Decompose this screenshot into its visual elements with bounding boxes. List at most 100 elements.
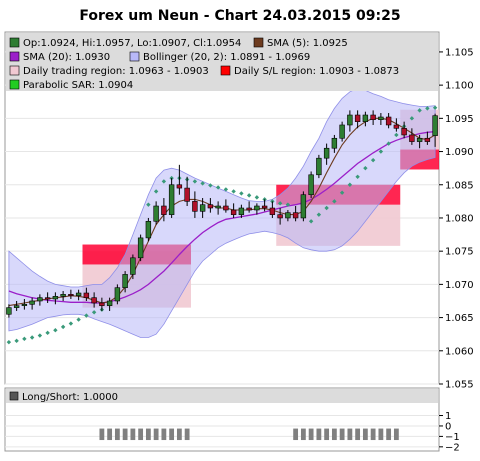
legend-label-sar: Parabolic SAR: 1.0904: [23, 80, 133, 91]
sar-point: [316, 212, 322, 217]
candle-body: [254, 205, 260, 211]
legend-item-ohlc: Op:1.0924, Hi:1.0957, Lo:1.0907, Cl:1.09…: [9, 37, 241, 49]
sar-point: [347, 182, 353, 187]
sar-point: [339, 190, 345, 195]
long-short-bar: [138, 428, 144, 441]
long-short-bar: [362, 428, 368, 441]
legend-swatch-trading-region: [9, 65, 20, 76]
candle-body: [285, 212, 291, 219]
candle-body: [29, 300, 35, 305]
sar-point: [6, 339, 12, 345]
candle-body: [223, 205, 229, 211]
sar-point: [378, 149, 384, 154]
sar-point: [68, 321, 74, 326]
candle-body: [114, 287, 121, 302]
sar-point: [363, 165, 368, 171]
long-short-bar: [169, 428, 175, 441]
candle-body: [230, 209, 237, 215]
long-short-bar: [347, 428, 353, 441]
candle-body: [354, 114, 361, 122]
candle-body: [168, 184, 175, 215]
sar-point: [355, 174, 360, 179]
candle-body: [130, 257, 136, 275]
candle-body: [60, 294, 66, 297]
candle-body: [424, 137, 431, 142]
candle-body: [52, 296, 59, 300]
main-y-tick-label: 1.080: [445, 213, 474, 224]
legend-label-bollinger: Bollinger (20, 2): 1.0891 - 1.0969: [143, 52, 310, 63]
candle-body: [21, 304, 28, 306]
legend-item-sl-region: Daily S/L region: 1.0903 - 1.0873: [220, 65, 399, 77]
candle-body: [277, 214, 283, 219]
sar-point: [53, 328, 58, 333]
legend-swatch-long-short: [9, 391, 19, 401]
main-y-tick-label: 1.100: [445, 81, 474, 92]
candle-body: [238, 207, 245, 215]
candle-body: [215, 205, 221, 209]
sma5-line: [8, 117, 436, 307]
sar-point: [215, 185, 221, 190]
long-short-bar: [339, 428, 345, 441]
lower-y-tick-label: −2: [445, 442, 460, 453]
candle-body: [184, 187, 190, 202]
long-short-bar: [300, 428, 306, 441]
candle-body: [91, 297, 97, 304]
candle-body: [331, 137, 338, 149]
candle-body: [393, 124, 400, 129]
sar-point: [208, 183, 213, 188]
candle-body: [339, 124, 345, 139]
legend-item-sma20: SMA (20): 1.0930: [9, 51, 110, 63]
candle-body: [6, 307, 12, 315]
sar-point: [277, 201, 283, 206]
sar-point: [386, 141, 391, 146]
long-short-bar: [176, 428, 182, 441]
main-y-tick-label: 1.060: [445, 346, 474, 357]
long-short-bar: [184, 428, 190, 441]
legend-item-sma5: SMA (5): 1.0925: [253, 37, 348, 49]
long-short-bar: [308, 428, 314, 441]
candles-layer: [6, 110, 438, 318]
main-y-tick-label: 1.085: [445, 180, 474, 191]
candle-body: [68, 294, 74, 296]
legend-label-sma5: SMA (5): 1.0925: [267, 38, 348, 49]
long-short-bar: [355, 428, 361, 441]
candle-body: [37, 297, 43, 302]
main-y-tick-label: 1.095: [445, 114, 474, 125]
candle-body: [83, 292, 90, 298]
main-y-tick-label: 1.055: [445, 380, 474, 391]
legend-swatch-sar: [9, 79, 20, 90]
long-short-bar: [107, 428, 113, 441]
legend-item-bollinger: Bollinger (20, 2): 1.0891 - 1.0969: [129, 51, 310, 63]
long-short-bar: [122, 428, 128, 441]
long-short-bar: [393, 428, 399, 441]
sar-point: [146, 202, 151, 207]
sma20-line: [8, 130, 436, 304]
candle-body: [409, 134, 415, 142]
lower-y-tick-label: 1: [445, 411, 451, 422]
candle-body: [106, 300, 113, 306]
lower-legend-box: [6, 389, 438, 403]
long-short-bar: [145, 428, 151, 441]
legend-item-long-short: Long/Short: 1.0000: [9, 391, 118, 403]
long-short-bar: [161, 428, 167, 441]
main-y-tick-label: 1.105: [445, 47, 474, 58]
candle-body: [378, 116, 384, 120]
sar-point: [91, 310, 97, 315]
candle-body: [122, 274, 128, 288]
long-short-layer: [99, 428, 399, 441]
sma-layer: [8, 117, 436, 307]
candle-body: [13, 305, 20, 308]
legend-label-ohlc: Op:1.0924, Hi:1.0957, Lo:1.0907, Cl:1.09…: [23, 38, 241, 49]
candle-body: [137, 237, 144, 259]
candle-body: [300, 194, 307, 219]
candle-body: [292, 212, 299, 219]
sar-point: [37, 333, 43, 338]
sar-point: [223, 187, 229, 192]
candle-body: [261, 205, 268, 209]
legend-label-sl-region: Daily S/L region: 1.0903 - 1.0873: [234, 66, 399, 77]
lower-y-tick-label: −1: [445, 432, 460, 443]
legend-swatch-ohlc: [9, 37, 20, 48]
candle-body: [370, 114, 376, 120]
legend-swatch-bollinger: [129, 51, 140, 62]
